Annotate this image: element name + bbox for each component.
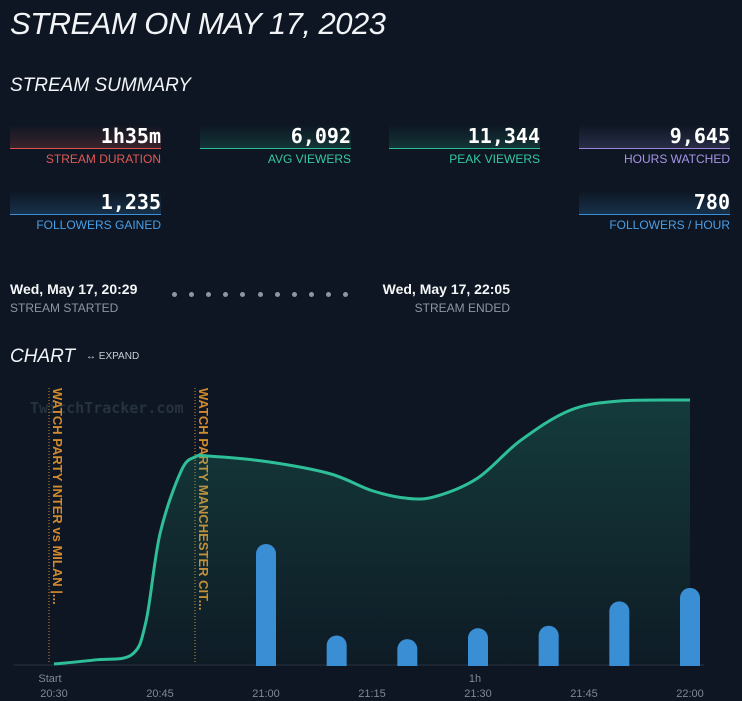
stat-value: 780	[693, 190, 730, 214]
stream-end-time: Wed, May 17, 22:05	[382, 281, 510, 297]
stat-underline	[200, 124, 351, 149]
stat-label: FOLLOWERS / HOUR	[609, 218, 730, 232]
stream-start-time: Wed, May 17, 20:29	[10, 281, 138, 297]
stat-stream-duration: 1h35m STREAM DURATION	[10, 124, 161, 170]
followers-bar	[538, 625, 559, 676]
timeline-dots	[172, 292, 352, 300]
stat-underline	[389, 124, 540, 149]
stat-value: 1,235	[100, 190, 161, 214]
x-tick-label: 20:45	[146, 688, 174, 700]
followers-bar	[468, 628, 488, 676]
stat-avg-viewers: 6,092 AVG VIEWERS	[200, 124, 351, 170]
stat-value: 11,344	[467, 124, 540, 148]
chart-watermark: TwitchTracker.com	[30, 399, 184, 417]
expand-button[interactable]: ↔ EXPAND	[86, 351, 139, 362]
annotation-label: WATCH PARTY INTER vs MILAN |...	[50, 388, 65, 605]
stat-underline	[10, 190, 161, 215]
stat-value: 6,092	[290, 124, 351, 148]
stat-peak-viewers: 11,344 PEAK VIEWERS	[389, 124, 540, 170]
followers-bar	[609, 601, 630, 676]
stat-underline	[579, 124, 730, 149]
viewers-area	[54, 399, 690, 664]
x-tick-label: Start	[38, 673, 61, 685]
x-tick-label: 21:00	[252, 688, 280, 700]
x-tick-label: 1h	[469, 673, 481, 685]
x-tick-label: 20:30	[40, 688, 68, 700]
stat-underline	[579, 190, 730, 215]
stat-label: HOURS WATCHED	[624, 152, 730, 166]
stat-label: STREAM DURATION	[45, 152, 161, 166]
stream-start-label: STREAM STARTED	[10, 301, 119, 315]
followers-bar	[326, 635, 347, 676]
stat-label: PEAK VIEWERS	[449, 152, 540, 166]
page-title: STREAM ON MAY 17, 2023	[10, 6, 386, 41]
x-tick-label: 22:00	[676, 688, 704, 700]
x-tick-label: 21:30	[464, 688, 492, 700]
stat-value: 9,645	[669, 124, 730, 148]
chart-heading: CHART	[10, 346, 76, 367]
summary-heading: STREAM SUMMARY	[10, 75, 191, 96]
followers-bar	[680, 587, 700, 676]
viewers-line	[53, 398, 691, 666]
stat-value: 1h35m	[100, 124, 161, 148]
stat-followers-per-hour: 780 FOLLOWERS / HOUR	[579, 190, 730, 236]
expand-label: EXPAND	[98, 351, 140, 362]
stat-hours-watched: 9,645 HOURS WATCHED	[579, 124, 730, 170]
stat-underline	[10, 124, 161, 149]
arrows-horizontal-icon: ↔	[86, 351, 96, 362]
stat-label: FOLLOWERS GAINED	[36, 218, 161, 232]
stream-end-label: STREAM ENDED	[414, 301, 510, 315]
x-tick-label: 21:15	[358, 688, 386, 700]
followers-bar	[256, 544, 276, 676]
stat-followers-gained: 1,235 FOLLOWERS GAINED	[10, 190, 161, 236]
x-tick-label: 21:45	[570, 688, 598, 700]
stat-label: AVG VIEWERS	[267, 152, 351, 166]
viewers-chart: TwitchTracker.com WATCH PARTY INTER vs M…	[0, 388, 742, 700]
